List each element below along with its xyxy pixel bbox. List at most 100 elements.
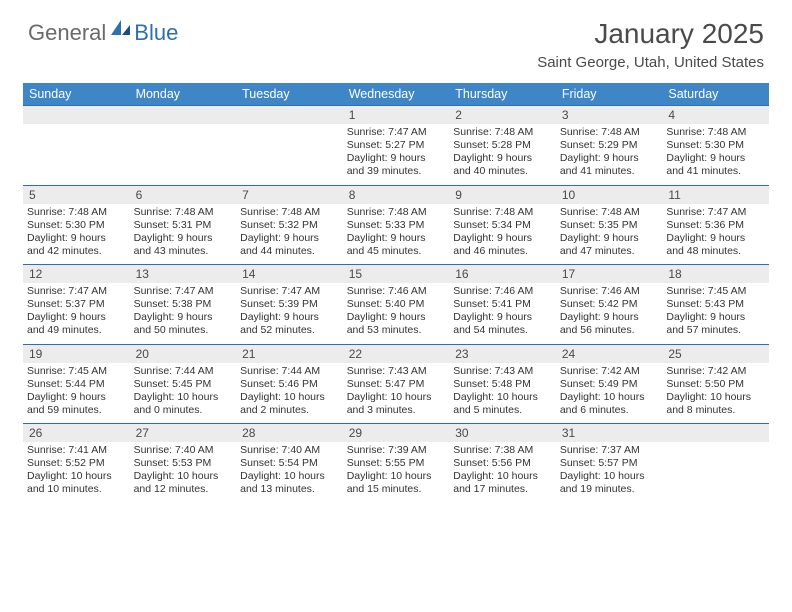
sunrise-line: Sunrise: 7:39 AM [347, 444, 446, 457]
day-number: 2 [449, 106, 556, 124]
sunrise-line: Sunrise: 7:41 AM [27, 444, 126, 457]
day-number: 22 [343, 345, 450, 363]
day-cell [23, 106, 130, 186]
day-number: 12 [23, 265, 130, 283]
day-cell [130, 106, 237, 186]
sunrise-line: Sunrise: 7:48 AM [240, 206, 339, 219]
sunset-line: Sunset: 5:43 PM [666, 298, 765, 311]
sunset-line: Sunset: 5:30 PM [666, 139, 765, 152]
daylight-line: Daylight: 9 hours and 59 minutes. [27, 391, 126, 417]
day-number: 24 [556, 345, 663, 363]
day-number: 4 [662, 106, 769, 124]
sunrise-line: Sunrise: 7:47 AM [240, 285, 339, 298]
sunrise-line: Sunrise: 7:48 AM [560, 206, 659, 219]
day-cell: 25Sunrise: 7:42 AMSunset: 5:50 PMDayligh… [662, 344, 769, 424]
day-body: Sunrise: 7:43 AMSunset: 5:47 PMDaylight:… [343, 363, 450, 424]
day-number: 10 [556, 186, 663, 204]
sunset-line: Sunset: 5:53 PM [134, 457, 233, 470]
day-number: 19 [23, 345, 130, 363]
day-cell: 12Sunrise: 7:47 AMSunset: 5:37 PMDayligh… [23, 265, 130, 345]
week-row: 1Sunrise: 7:47 AMSunset: 5:27 PMDaylight… [23, 106, 769, 186]
day-cell: 14Sunrise: 7:47 AMSunset: 5:39 PMDayligh… [236, 265, 343, 345]
day-cell: 16Sunrise: 7:46 AMSunset: 5:41 PMDayligh… [449, 265, 556, 345]
daylight-line: Daylight: 9 hours and 50 minutes. [134, 311, 233, 337]
day-number: 29 [343, 424, 450, 442]
sunset-line: Sunset: 5:49 PM [560, 378, 659, 391]
day-cell: 10Sunrise: 7:48 AMSunset: 5:35 PMDayligh… [556, 185, 663, 265]
sunset-line: Sunset: 5:31 PM [134, 219, 233, 232]
sunset-line: Sunset: 5:44 PM [27, 378, 126, 391]
day-body: Sunrise: 7:45 AMSunset: 5:44 PMDaylight:… [23, 363, 130, 424]
day-cell: 7Sunrise: 7:48 AMSunset: 5:32 PMDaylight… [236, 185, 343, 265]
day-cell: 11Sunrise: 7:47 AMSunset: 5:36 PMDayligh… [662, 185, 769, 265]
day-cell: 13Sunrise: 7:47 AMSunset: 5:38 PMDayligh… [130, 265, 237, 345]
daylight-line: Daylight: 10 hours and 5 minutes. [453, 391, 552, 417]
day-number: 28 [236, 424, 343, 442]
daylight-line: Daylight: 10 hours and 0 minutes. [134, 391, 233, 417]
sunrise-line: Sunrise: 7:38 AM [453, 444, 552, 457]
empty-day-number [662, 424, 769, 442]
sunset-line: Sunset: 5:34 PM [453, 219, 552, 232]
daylight-line: Daylight: 10 hours and 13 minutes. [240, 470, 339, 496]
day-body: Sunrise: 7:48 AMSunset: 5:35 PMDaylight:… [556, 204, 663, 265]
daylight-line: Daylight: 10 hours and 8 minutes. [666, 391, 765, 417]
day-number: 26 [23, 424, 130, 442]
sunset-line: Sunset: 5:28 PM [453, 139, 552, 152]
sunrise-line: Sunrise: 7:44 AM [240, 365, 339, 378]
daylight-line: Daylight: 9 hours and 41 minutes. [560, 152, 659, 178]
daylight-line: Daylight: 9 hours and 48 minutes. [666, 232, 765, 258]
daylight-line: Daylight: 9 hours and 44 minutes. [240, 232, 339, 258]
daylight-line: Daylight: 9 hours and 49 minutes. [27, 311, 126, 337]
day-body: Sunrise: 7:48 AMSunset: 5:30 PMDaylight:… [23, 204, 130, 265]
day-body: Sunrise: 7:48 AMSunset: 5:30 PMDaylight:… [662, 124, 769, 185]
day-body: Sunrise: 7:42 AMSunset: 5:49 PMDaylight:… [556, 363, 663, 424]
sunrise-line: Sunrise: 7:46 AM [560, 285, 659, 298]
sunrise-line: Sunrise: 7:42 AM [560, 365, 659, 378]
sunset-line: Sunset: 5:37 PM [27, 298, 126, 311]
sunrise-line: Sunrise: 7:45 AM [666, 285, 765, 298]
day-cell: 27Sunrise: 7:40 AMSunset: 5:53 PMDayligh… [130, 424, 237, 503]
day-body: Sunrise: 7:47 AMSunset: 5:27 PMDaylight:… [343, 124, 450, 185]
sunset-line: Sunset: 5:29 PM [560, 139, 659, 152]
day-body: Sunrise: 7:37 AMSunset: 5:57 PMDaylight:… [556, 442, 663, 503]
day-body: Sunrise: 7:40 AMSunset: 5:54 PMDaylight:… [236, 442, 343, 503]
day-number: 27 [130, 424, 237, 442]
sunset-line: Sunset: 5:54 PM [240, 457, 339, 470]
daylight-line: Daylight: 10 hours and 17 minutes. [453, 470, 552, 496]
daylight-line: Daylight: 10 hours and 6 minutes. [560, 391, 659, 417]
day-body: Sunrise: 7:40 AMSunset: 5:53 PMDaylight:… [130, 442, 237, 503]
sunset-line: Sunset: 5:52 PM [27, 457, 126, 470]
sunset-line: Sunset: 5:48 PM [453, 378, 552, 391]
sunset-line: Sunset: 5:30 PM [27, 219, 126, 232]
daylight-line: Daylight: 9 hours and 46 minutes. [453, 232, 552, 258]
sunrise-line: Sunrise: 7:48 AM [560, 126, 659, 139]
day-body: Sunrise: 7:41 AMSunset: 5:52 PMDaylight:… [23, 442, 130, 503]
daylight-line: Daylight: 10 hours and 19 minutes. [560, 470, 659, 496]
day-cell: 1Sunrise: 7:47 AMSunset: 5:27 PMDaylight… [343, 106, 450, 186]
daylight-line: Daylight: 9 hours and 45 minutes. [347, 232, 446, 258]
logo: General Blue [28, 18, 178, 47]
day-body: Sunrise: 7:47 AMSunset: 5:36 PMDaylight:… [662, 204, 769, 265]
day-body: Sunrise: 7:38 AMSunset: 5:56 PMDaylight:… [449, 442, 556, 503]
sunrise-line: Sunrise: 7:47 AM [134, 285, 233, 298]
day-body: Sunrise: 7:39 AMSunset: 5:55 PMDaylight:… [343, 442, 450, 503]
logo-sail-icon [110, 18, 132, 41]
day-number: 5 [23, 186, 130, 204]
daylight-line: Daylight: 9 hours and 39 minutes. [347, 152, 446, 178]
day-cell: 29Sunrise: 7:39 AMSunset: 5:55 PMDayligh… [343, 424, 450, 503]
daylight-line: Daylight: 9 hours and 52 minutes. [240, 311, 339, 337]
daylight-line: Daylight: 9 hours and 43 minutes. [134, 232, 233, 258]
day-body: Sunrise: 7:48 AMSunset: 5:32 PMDaylight:… [236, 204, 343, 265]
day-cell: 6Sunrise: 7:48 AMSunset: 5:31 PMDaylight… [130, 185, 237, 265]
sunrise-line: Sunrise: 7:48 AM [134, 206, 233, 219]
sunset-line: Sunset: 5:36 PM [666, 219, 765, 232]
week-row: 19Sunrise: 7:45 AMSunset: 5:44 PMDayligh… [23, 344, 769, 424]
day-number: 13 [130, 265, 237, 283]
empty-day-body [23, 124, 130, 182]
sunset-line: Sunset: 5:33 PM [347, 219, 446, 232]
day-body: Sunrise: 7:47 AMSunset: 5:38 PMDaylight:… [130, 283, 237, 344]
logo-text-blue: Blue [134, 20, 178, 46]
day-cell: 15Sunrise: 7:46 AMSunset: 5:40 PMDayligh… [343, 265, 450, 345]
sunset-line: Sunset: 5:55 PM [347, 457, 446, 470]
day-number: 21 [236, 345, 343, 363]
